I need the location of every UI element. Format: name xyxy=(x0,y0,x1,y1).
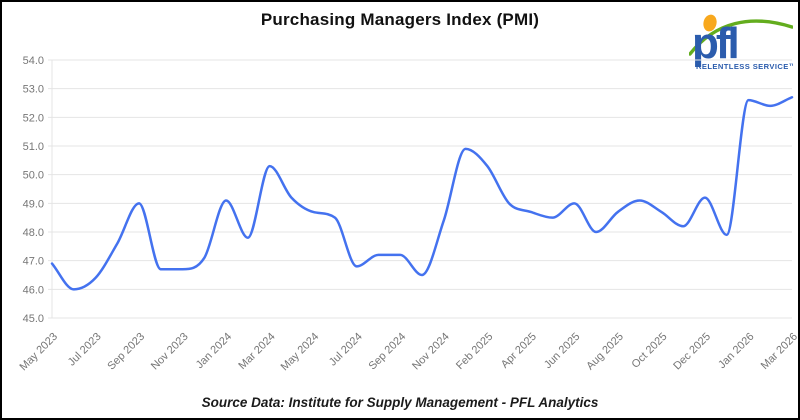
x-axis-tick-label: Nov 2024 xyxy=(410,331,452,373)
logo-dot-icon xyxy=(703,14,717,32)
y-axis-tick-label: 52.0 xyxy=(23,112,44,124)
x-axis-tick-label: Feb 2025 xyxy=(454,331,495,372)
x-axis-tick-label: Nov 2023 xyxy=(149,331,191,373)
pmi-line-series xyxy=(50,96,794,291)
x-axis-tick-label: Jun 2025 xyxy=(542,331,582,371)
x-axis-tick-label: May 2024 xyxy=(279,331,322,374)
source-note: Source Data: Institute for Supply Manage… xyxy=(201,395,599,410)
x-axis-tick-label: Mar 2024 xyxy=(236,331,277,372)
y-axis-tick-label: 54.0 xyxy=(23,55,44,67)
x-axis-tick-label: Aug 2025 xyxy=(584,331,626,373)
y-axis-tick-label: 50.0 xyxy=(23,170,44,182)
y-axis-tick-label: 46.0 xyxy=(23,284,44,296)
logo-tagline: RELENTLESS SERVICE™ xyxy=(696,62,793,71)
x-axis-tick-label: Oct 2025 xyxy=(629,331,669,371)
x-axis-tick-label: Sep 2023 xyxy=(105,331,147,373)
x-axis-tick-label: Jan 2026 xyxy=(716,331,756,371)
y-axis-tick-label: 47.0 xyxy=(23,256,44,268)
y-axis-tick-label: 45.0 xyxy=(23,313,44,325)
x-axis-tick-label: May 2023 xyxy=(17,331,60,374)
x-axis-tick-label: Sep 2024 xyxy=(367,331,409,373)
x-axis-tick-label: Dec 2025 xyxy=(671,331,713,373)
x-axis-tick-label: Mar 2026 xyxy=(759,331,800,372)
x-axis-tick-label: Jul 2024 xyxy=(327,331,365,369)
y-axis-tick-label: 51.0 xyxy=(23,141,44,153)
logo-arc-swoosh xyxy=(689,19,793,56)
chart-title: Purchasing Managers Index (PMI) xyxy=(260,10,540,29)
y-axis-tick-label: 53.0 xyxy=(23,84,44,96)
y-axis-tick-label: 49.0 xyxy=(23,198,44,210)
x-axis-tick-label: Jan 2024 xyxy=(194,331,234,371)
x-axis-tick-label: Jul 2023 xyxy=(66,331,104,369)
y-axis-tick-label: 48.0 xyxy=(23,227,44,239)
x-axis-tick-label: Apr 2025 xyxy=(499,331,539,371)
